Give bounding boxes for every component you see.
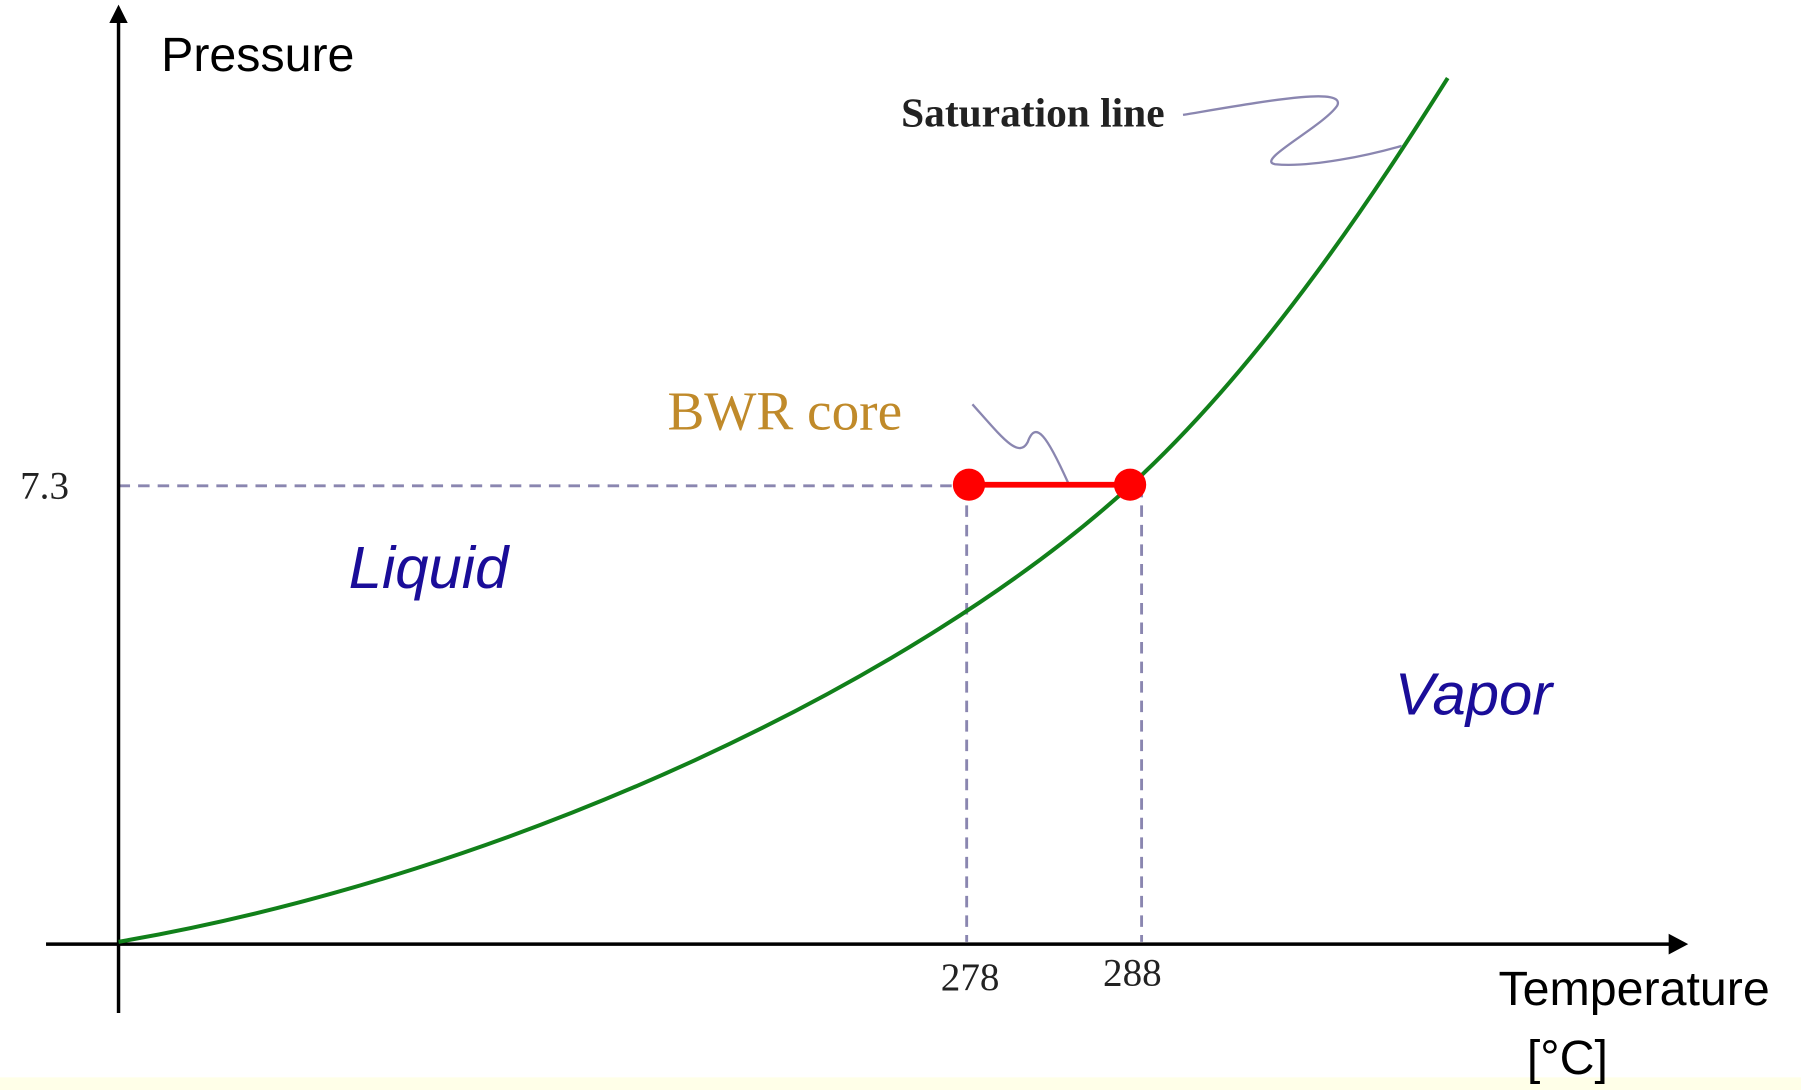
saturation-curve bbox=[118, 77, 1450, 944]
y-axis-label: Pressure bbox=[161, 28, 354, 82]
x-arrow bbox=[1668, 933, 1689, 955]
x-axis-label: Temperature bbox=[1499, 962, 1770, 1016]
saturation-pointer bbox=[1182, 95, 1402, 166]
liquid-label: Liquid bbox=[349, 534, 510, 601]
x-tick-label: 288 bbox=[1103, 952, 1162, 995]
vapor-label: Vapor bbox=[1395, 660, 1555, 727]
core-point bbox=[1113, 468, 1147, 501]
footer-strip bbox=[0, 1077, 1801, 1090]
core-label: BWR core bbox=[667, 381, 902, 442]
core-pointer bbox=[971, 403, 1069, 483]
x-axis-unit: [°C] bbox=[1527, 1031, 1608, 1085]
guides bbox=[118, 484, 1144, 942]
core-point bbox=[952, 468, 986, 501]
x-tick-label: 278 bbox=[941, 956, 1000, 999]
y-tick-label: 7.3 bbox=[20, 465, 69, 508]
y-arrow bbox=[109, 4, 128, 23]
saturation-label: Saturation line bbox=[901, 89, 1164, 135]
